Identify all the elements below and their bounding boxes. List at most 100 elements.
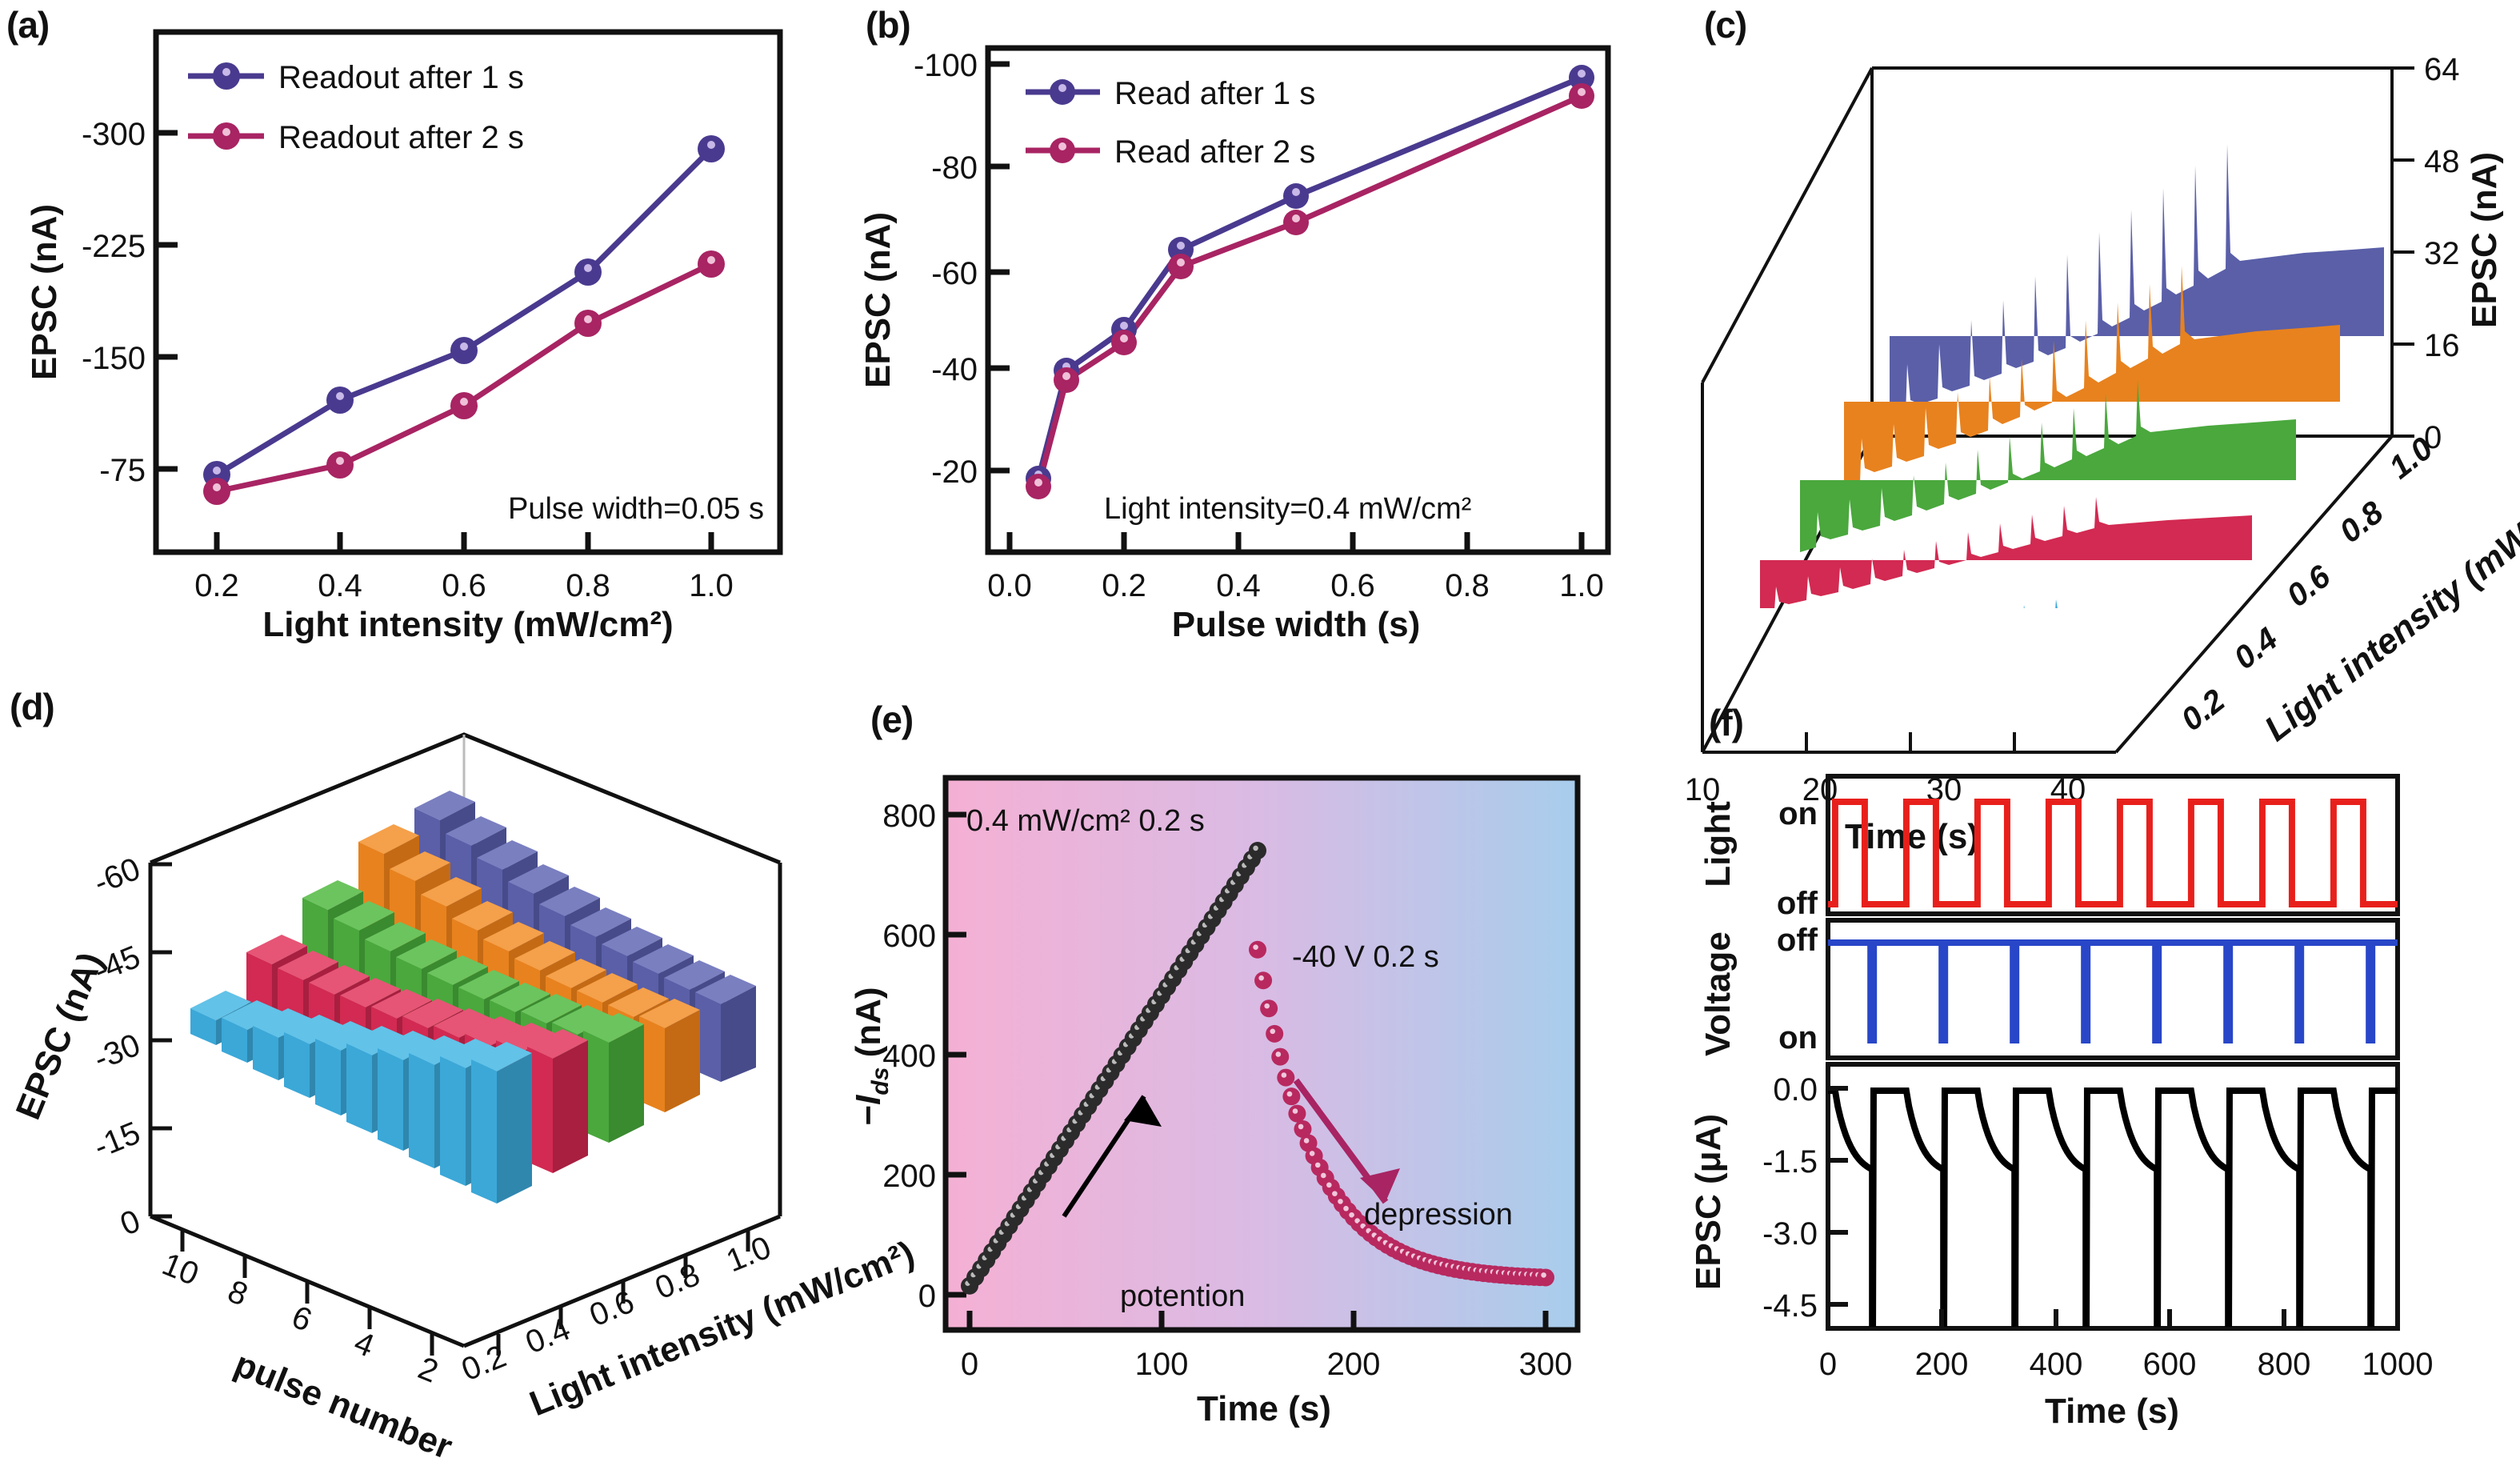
epsc-axis-ticks: [2392, 66, 2414, 438]
y-tick-label: -225: [82, 229, 146, 264]
epsc-tick-label: 64: [2424, 52, 2460, 87]
epsc-waveform: [1828, 1087, 2398, 1327]
series-potentiation: [961, 842, 1266, 1295]
legend-label: Readout after 1 s: [278, 60, 524, 95]
legend-label: Read after 2 s: [1114, 134, 1315, 170]
x-tick-label: 0.6: [442, 568, 486, 603]
y-tick-label: 800: [882, 799, 936, 834]
epsc-subpanel-frame: [1826, 1062, 2400, 1331]
legend: Read after 1 s Read after 2 s: [1026, 76, 1315, 170]
epsc-tick-label: -60: [89, 851, 145, 901]
trace-0p6: [1800, 380, 2296, 552]
x-tick-label: 0.8: [1445, 568, 1490, 603]
trace-0p8: [1844, 266, 2340, 488]
x-tick-label: 0.2: [1102, 568, 1146, 603]
x-tick-label: 0.2: [194, 568, 239, 603]
epsc-tick-label: -1.5: [1762, 1144, 1818, 1180]
annotation-light-intensity: Light intensity=0.4 mW/cm²: [1104, 492, 1471, 526]
x-tick-label: 0.0: [987, 568, 1032, 603]
series-points-readout-2s: [203, 250, 725, 505]
panel-label-a: (a): [6, 4, 50, 46]
x-ticks: [214, 532, 714, 552]
x-tick-label: 10: [1685, 772, 1721, 807]
time-axis-ticks: [1701, 732, 2016, 752]
bars-3d: [190, 791, 756, 1204]
x-tick-label: 1000: [2362, 1347, 2434, 1382]
x-tick-label: 200: [1327, 1347, 1381, 1382]
x-axis-title: Light intensity (mW/cm²): [262, 605, 673, 644]
panel-c-svg: 0 16 32 48 64 EPSC (nA) 1.0 0.8 0.6 0.4 …: [1685, 52, 2520, 856]
z-tick-label: 0.6: [2280, 559, 2338, 614]
legend-label: Readout after 2 s: [278, 120, 524, 155]
light-axis-title: Light: [1698, 801, 1738, 887]
panel-d-chart: 0 -15 -30 -45 -60 EPSC (nA): [0, 664, 920, 1466]
light-waveform: [1828, 799, 2398, 907]
y-tick-label: 0: [918, 1279, 936, 1314]
series-line-readout-2s: [216, 261, 713, 495]
panel-e-svg: 800 600 400 200 0 0 100 200 300 Time (s)…: [849, 775, 1581, 1428]
epsc-tick-label: 48: [2424, 144, 2460, 179]
y-tick-label: -150: [82, 341, 146, 376]
x-axis-title: Time (s): [1197, 1389, 1331, 1428]
y-tick-label: -75: [99, 453, 146, 488]
x-tick-label: 400: [2030, 1347, 2083, 1382]
x-tick-label: 300: [1519, 1347, 1573, 1382]
waterfall-traces: [1760, 144, 2384, 608]
voltage-state-on-label: on: [1778, 1020, 1818, 1055]
epsc-axis-title: EPSC (nA): [9, 947, 111, 1124]
legend-label: Read after 1 s: [1114, 76, 1315, 111]
axes-box: [1701, 66, 2394, 754]
y-tick-label: 400: [882, 1039, 936, 1074]
epsc-tick-label: 0: [2424, 420, 2442, 455]
y-tick-label: -20: [931, 455, 978, 490]
voltage-state-off-label: off: [1777, 923, 1818, 958]
panel-f-chart: on off Light off on Voltage 0.0 -1.5 -3.…: [1680, 664, 2520, 1466]
x-tick-label: 0: [961, 1347, 978, 1382]
y-axis-title: EPSC (nA): [25, 204, 64, 380]
light-subpanel-frame: [1826, 774, 2400, 916]
voltage-waveform: [1828, 939, 2398, 1043]
x-tick-label: 8: [223, 1274, 253, 1313]
epsc-axis-title: EPSC (μA): [1689, 1114, 1728, 1290]
bar-group-0p2: [190, 991, 532, 1204]
x-tick-label: 800: [2258, 1347, 2311, 1382]
series-depression: [1249, 940, 1554, 1287]
y-ticks: [156, 130, 178, 472]
y-tick-label: 200: [882, 1159, 936, 1194]
panel-label-f: (f): [1709, 702, 1744, 743]
epsc-tick-label: -30: [89, 1027, 145, 1077]
trace-0p4: [1760, 497, 2252, 608]
x-tick-label: 600: [2143, 1347, 2197, 1382]
epsc-tick-label: 0.0: [1773, 1072, 1818, 1108]
plot-frame: [985, 45, 1611, 555]
panel-label-e: (e): [870, 699, 914, 740]
panel-label-d: (d): [10, 686, 55, 727]
x-tick-label: 0.4: [1216, 568, 1261, 603]
series-points-read-2s: [1026, 83, 1594, 499]
x-tick-label: 200: [1915, 1347, 1969, 1382]
x-tick-label: 1.0: [689, 568, 734, 603]
panel-label-c: (c): [1704, 4, 1747, 46]
panel-f-svg: on off Light off on Voltage 0.0 -1.5 -3.…: [1689, 774, 2434, 1431]
y-tick-label: -60: [931, 256, 978, 291]
series-line-readout-1s: [215, 146, 714, 477]
panel-a-chart: -75 -150 -225 -300 0.2 0.4 0.6 0.8 1.0 L…: [0, 0, 840, 644]
annotation-potentiation-label: potention: [1120, 1280, 1245, 1313]
y-tick-label: -300: [82, 117, 146, 152]
annotation-pulse-width: Pulse width=0.05 s: [508, 492, 764, 526]
panel-c-chart: 0 16 32 48 64 EPSC (nA) 1.0 0.8 0.6 0.4 …: [1680, 0, 2520, 856]
annotation-depression-label: depression: [1364, 1198, 1513, 1232]
y-axis-title: −Ids (nA): [849, 987, 894, 1125]
annotation-light-condition: 0.4 mW/cm² 0.2 s: [966, 804, 1205, 838]
y-axis-title: EPSC (nA): [858, 212, 898, 388]
light-axis-ticks: [496, 1230, 750, 1356]
trace-1p0: [1890, 144, 2384, 423]
annotation-voltage-condition: -40 V 0.2 s: [1292, 940, 1439, 974]
trace-0p2: [2023, 599, 2058, 608]
panel-a-svg: -75 -150 -225 -300 0.2 0.4 0.6 0.8 1.0 L…: [25, 29, 783, 644]
x-tick-label: 6: [287, 1300, 317, 1339]
x-tick-label: 0: [1819, 1347, 1837, 1382]
x-tick-label: 0.4: [318, 568, 362, 603]
x-tick-label: 2: [414, 1351, 443, 1390]
epsc-tick-label: 0: [115, 1204, 145, 1243]
